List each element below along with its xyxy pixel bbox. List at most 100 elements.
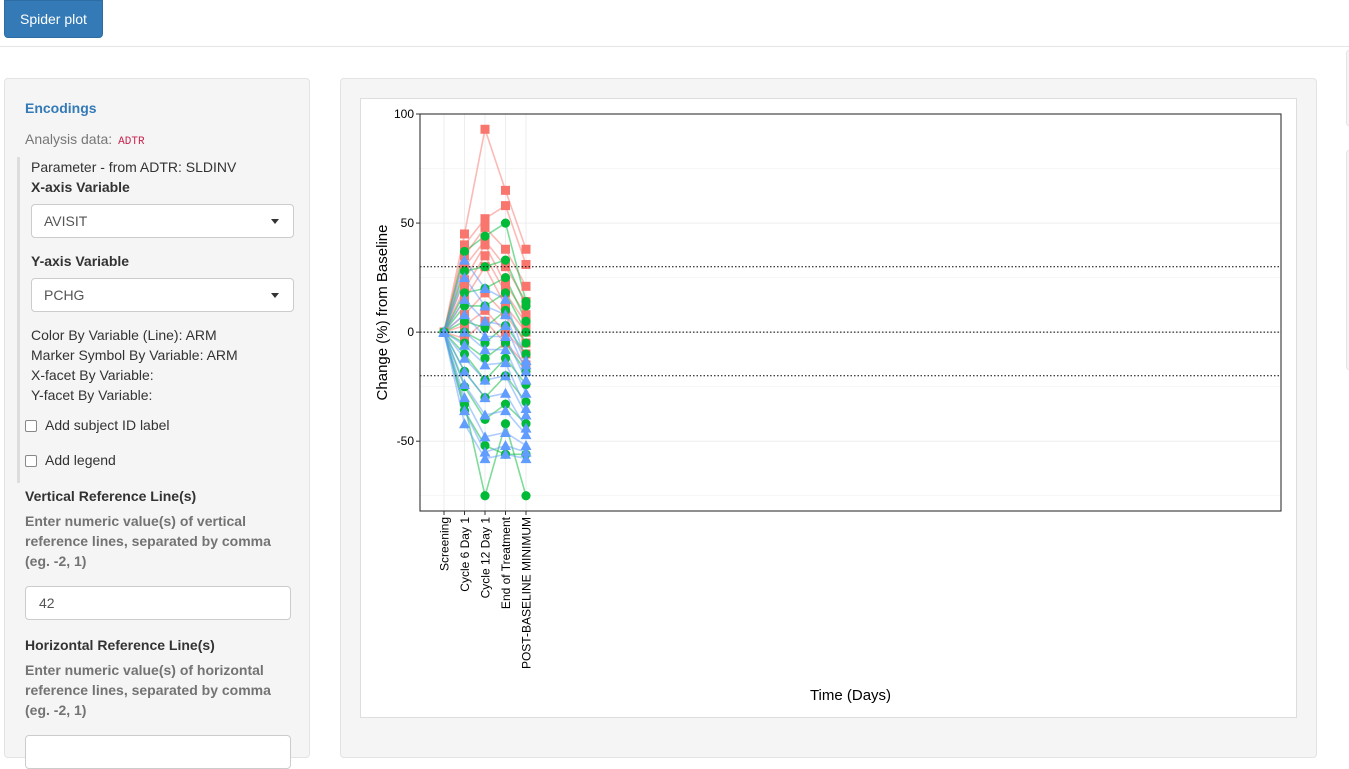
data-point-6-3 [480, 251, 490, 261]
analysis-data: Analysis data: ADTR [25, 131, 145, 148]
spider-plot: -50 0 50 100 Screening Cycle 6 Day 1 Cycle 12 … [374, 107, 1282, 704]
x-axis-select[interactable]: AVISIT [31, 204, 294, 238]
data-point-13-4 [500, 272, 511, 283]
data-point-29-3 [479, 374, 491, 385]
chevron-down-icon [271, 219, 279, 224]
y-axis-value: PCHG [44, 287, 85, 303]
data-point-26-4 [500, 330, 511, 341]
data-point-32-5 [520, 440, 532, 451]
data-point-32-2 [459, 392, 470, 403]
x-axis-title: Time (Days) [810, 687, 891, 704]
data-point-26-5 [520, 374, 532, 385]
data-point-2-5 [521, 260, 531, 270]
chevron-down-icon [271, 293, 279, 298]
data-point-17-3 [480, 353, 490, 363]
encodings-title: Encodings [25, 100, 97, 116]
data-point-26-3 [479, 330, 491, 341]
data-point-25-2 [459, 293, 470, 304]
data-point-32-4 [500, 426, 511, 437]
x-axis-value: AVISIT [44, 213, 88, 229]
subject-id-label: Add subject ID label [45, 417, 170, 433]
y-tick-label: -50 [397, 434, 415, 448]
data-point-25-4 [500, 320, 511, 331]
data-point-29-5 [520, 409, 532, 420]
x-facet-text: X-facet By Variable: [31, 367, 154, 383]
plot-panel-border [419, 113, 1282, 512]
data-point-3-4 [501, 244, 510, 254]
data-point-31-2 [459, 378, 470, 389]
data-point-33-4 [500, 440, 511, 451]
data-point-27-3 [479, 344, 491, 355]
legend-checkbox[interactable] [25, 455, 37, 467]
data-point-12-2 [459, 266, 470, 276]
data-point-24-4 [500, 309, 511, 320]
data-point-12-3 [480, 262, 490, 272]
data-point-12-4 [500, 255, 511, 265]
data-point-3-3 [480, 222, 490, 232]
data-point-30-4 [500, 387, 511, 398]
data-point-33-3 [479, 446, 491, 457]
subject-id-checkbox[interactable] [25, 420, 37, 432]
data-point-5-4 [501, 279, 510, 289]
data-point-2-2 [460, 240, 469, 250]
filter-panel-edge [1346, 150, 1349, 370]
data-point-30-5 [520, 422, 532, 433]
data-point-27-2 [459, 326, 470, 337]
vref-input[interactable]: 42 [25, 586, 291, 620]
data-point-1-5 [521, 244, 531, 254]
data-point-33-2 [459, 405, 470, 416]
y-tick-label: 50 [401, 216, 415, 230]
data-point-21-3 [480, 491, 490, 501]
href-title: Horizontal Reference Line(s) [25, 637, 215, 653]
tab-bar: Spider plot [0, 0, 1349, 47]
data-point-29-2 [459, 352, 470, 363]
data-point-2-3 [480, 214, 490, 224]
href-help: Enter numeric value(s) of horizontal ref… [25, 662, 271, 718]
y-tick-label: 100 [394, 107, 414, 121]
tab-spider-plot[interactable]: Spider plot [4, 0, 103, 38]
encodings-panel: Encodings Analysis data: ADTR Parameter -… [4, 78, 310, 769]
y-axis-label: Y-axis Variable [31, 253, 130, 269]
y-facet-text: Y-facet By Variable: [31, 387, 153, 403]
data-point-25-5 [520, 365, 532, 376]
data-point-15-5 [521, 338, 531, 348]
data-point-23-2 [459, 254, 470, 265]
marker-by-text: Marker Symbol By Variable: ARM [31, 347, 238, 363]
data-point-1-2 [460, 229, 469, 239]
analysis-data-label: Analysis data: [25, 131, 113, 147]
data-point-11-3 [480, 231, 490, 241]
data-point-27-5 [520, 387, 532, 398]
data-point-34-1 [438, 326, 450, 337]
analysis-dataset-code: ADTR [118, 136, 145, 148]
data-point-25-3 [479, 315, 491, 326]
data-point-28-5 [520, 402, 532, 413]
data-point-26-2 [459, 309, 470, 320]
data-point-27-4 [500, 344, 511, 355]
plot-card: -50 0 50 100 Screening Cycle 6 Day 1 Cycle 12 … [360, 98, 1297, 718]
data-point-19-5 [521, 397, 531, 407]
data-point-3-5 [521, 281, 531, 291]
data-point-22-3 [480, 440, 490, 451]
data-point-28-2 [459, 339, 470, 350]
data-point-31-5 [520, 429, 532, 440]
data-point-24-2 [459, 272, 470, 283]
x-axis-label: X-axis Variable [31, 179, 130, 195]
data-point-5-5 [521, 310, 531, 320]
href-input[interactable] [25, 735, 291, 769]
data-point-28-3 [479, 359, 491, 370]
legend-label: Add legend [45, 452, 116, 468]
vref-value: 42 [39, 595, 55, 611]
data-point-5-3 [480, 240, 490, 250]
data-point-33-5 [520, 446, 532, 457]
y-axis-select[interactable]: PCHG [31, 278, 294, 312]
data-point-31-3 [479, 409, 491, 420]
x-tick-label: Cycle 12 Day 1 [479, 517, 493, 599]
data-point-31-4 [500, 405, 511, 416]
color-by-text: Color By Variable (Line): ARM [31, 327, 217, 343]
parameter-text: Parameter - from ADTR: SLDINV [31, 159, 237, 175]
data-point-11-2 [459, 246, 470, 257]
data-point-34-4 [500, 448, 511, 459]
data-point-34-5 [520, 453, 532, 464]
data-point-21-4 [500, 419, 511, 429]
data-point-30-3 [479, 392, 491, 403]
